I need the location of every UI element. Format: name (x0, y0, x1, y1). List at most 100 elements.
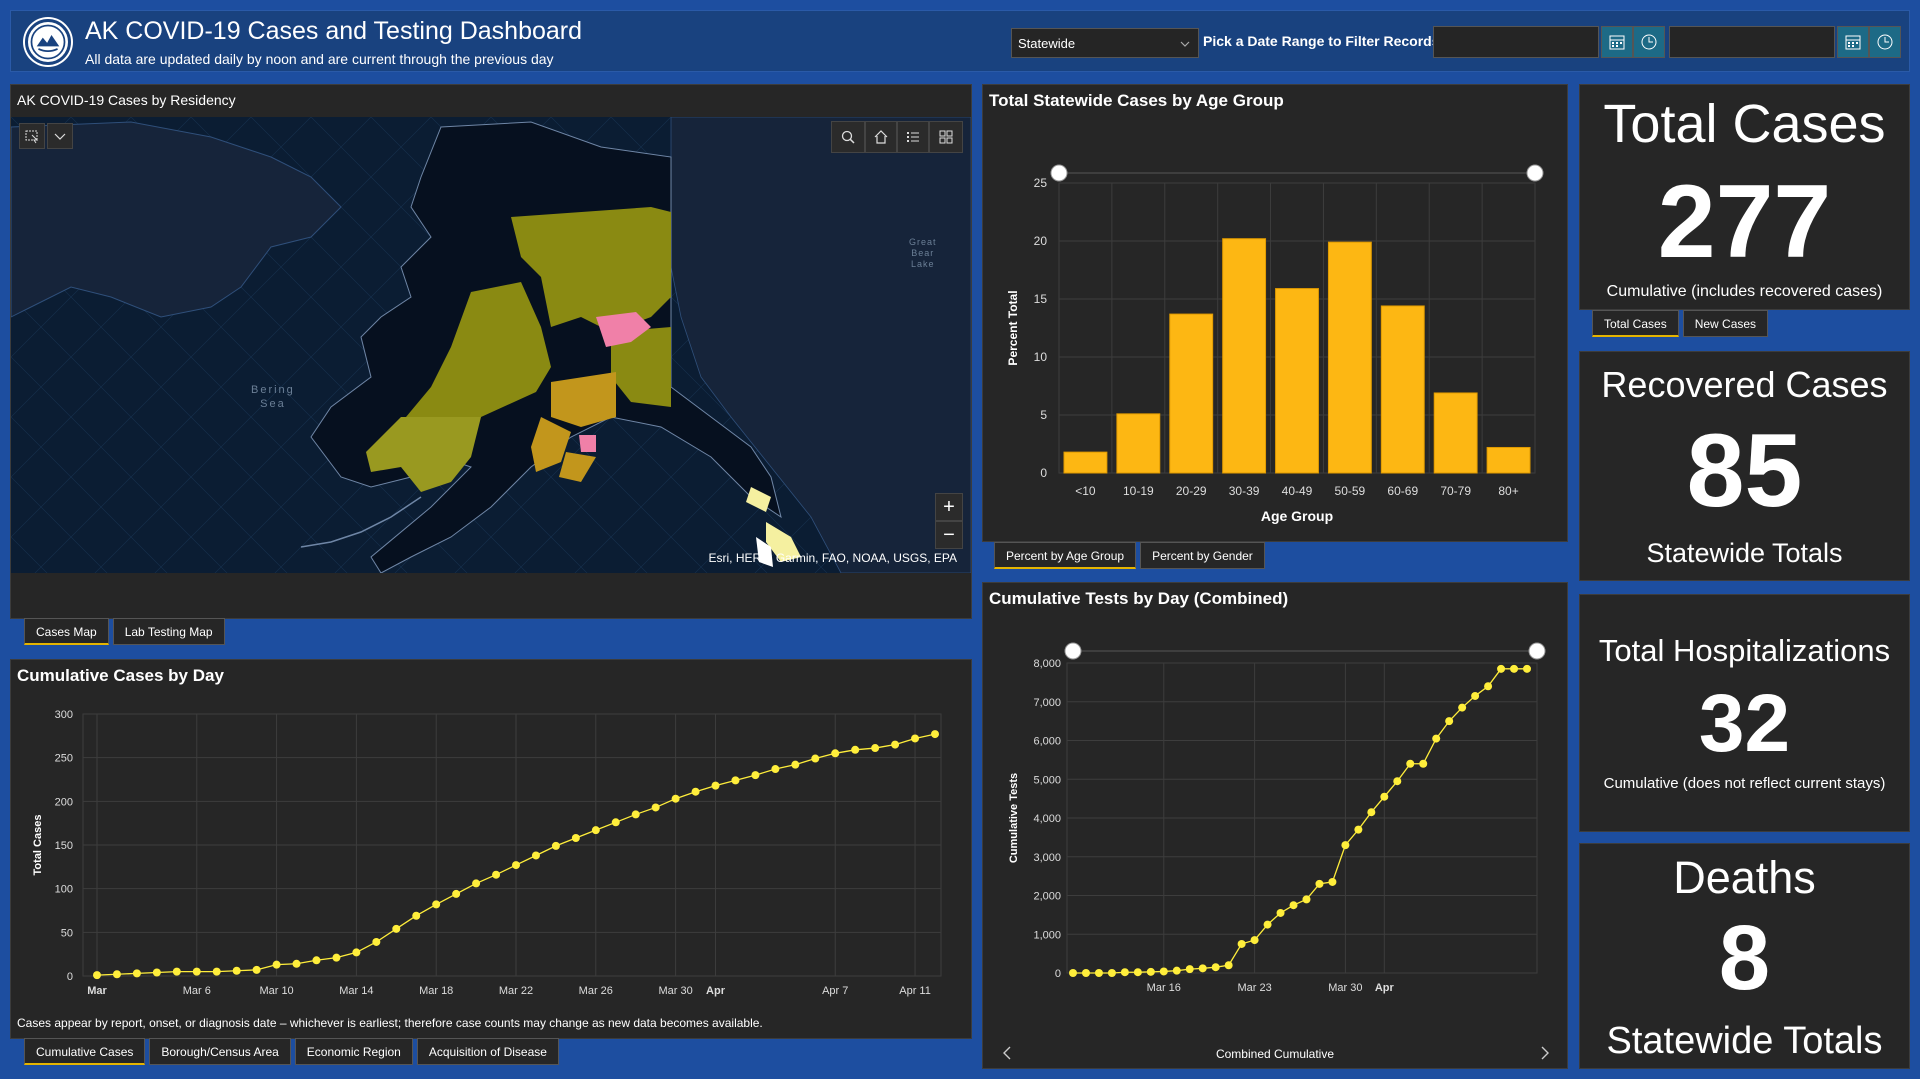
data-point (1185, 965, 1194, 974)
map-layer-select-button[interactable] (19, 123, 45, 149)
data-point (1432, 734, 1441, 743)
deaths-title: Deaths (1673, 852, 1816, 903)
map-layer-dropdown-button[interactable] (47, 123, 73, 149)
data-point (591, 826, 600, 835)
tab-total-cases[interactable]: Total Cases (1592, 310, 1679, 337)
bar (1433, 392, 1478, 474)
x-tick-label: <10 (1075, 484, 1096, 498)
tab-acquisition-of-disease[interactable]: Acquisition of Disease (416, 1038, 559, 1065)
tab-cumulative-cases[interactable]: Cumulative Cases (24, 1038, 146, 1065)
data-point (93, 971, 101, 980)
zoom-out-button[interactable]: − (935, 521, 963, 549)
tab-percent-by-gender[interactable]: Percent by Gender (1140, 542, 1265, 569)
bar (1486, 446, 1531, 474)
map-label-bear-line-3: Lake (910, 259, 935, 269)
data-point (1328, 877, 1337, 886)
y-tick-label: 7,000 (1033, 697, 1061, 709)
x-tick-label: Apr (706, 985, 726, 997)
chevron-down-icon (1180, 41, 1190, 47)
data-point (911, 734, 920, 743)
tab-cases-map[interactable]: Cases Map (24, 618, 109, 645)
y-tick-label: 20 (1034, 234, 1048, 248)
data-point (1497, 664, 1506, 673)
tab-new-cases[interactable]: New Cases (1682, 310, 1769, 337)
y-tick-label: 8,000 (1033, 658, 1061, 670)
x-tick-label: 80+ (1498, 484, 1518, 498)
cumulative-tests-chart: 0 1,000 2,000 3,000 4,000 5,000 6,000 7,000 8,00… (1008, 642, 1546, 994)
data-point (1458, 703, 1467, 712)
data-point (691, 787, 700, 796)
x-tick-label: Mar 23 (1237, 982, 1271, 994)
basemap-gallery-icon (939, 130, 953, 144)
data-point (1341, 841, 1350, 850)
map-legend-button[interactable] (897, 121, 929, 153)
aleutian-islands (300, 496, 422, 548)
y-tick-label: 5 (1040, 408, 1047, 422)
end-time-button[interactable] (1869, 26, 1901, 58)
map-basemap-button[interactable] (929, 121, 963, 153)
x-tick-label: 10-19 (1123, 484, 1154, 498)
data-point (1069, 969, 1077, 977)
bar (1063, 451, 1108, 474)
map-home-button[interactable] (865, 121, 897, 153)
calendar-icon (1845, 35, 1861, 50)
y-tick-label: 0 (1055, 968, 1061, 980)
y-tick-label: 25 (1034, 176, 1048, 190)
x-tick-label: 70-79 (1440, 484, 1471, 498)
data-point (1237, 939, 1246, 948)
data-point (1445, 717, 1454, 726)
map-search-button[interactable] (831, 121, 865, 153)
end-calendar-button[interactable] (1837, 26, 1869, 58)
range-slider-handle-left (1050, 164, 1068, 182)
tab-borough-census-area[interactable]: Borough/Census Area (149, 1038, 291, 1065)
data-point (312, 956, 321, 965)
region-dropdown[interactable]: Statewide (1011, 28, 1199, 58)
map-label-bering-line-2: Sea (260, 398, 286, 410)
y-tick-label: 0 (67, 971, 73, 983)
data-point (731, 776, 740, 785)
chevron-left-icon[interactable] (1001, 1045, 1013, 1061)
state-seal-logo (25, 19, 71, 65)
start-calendar-button[interactable] (1601, 26, 1633, 58)
data-point (771, 765, 780, 774)
deaths-card: Deaths 8 Statewide Totals (1579, 843, 1910, 1069)
tab-economic-region[interactable]: Economic Region (294, 1038, 413, 1065)
cases-map[interactable]: Bering Sea Great Bear Lake + − Esri, HER… (11, 117, 971, 573)
data-point (1315, 879, 1324, 888)
region-northwest (511, 207, 671, 332)
data-point (372, 937, 381, 946)
bar (1116, 413, 1161, 474)
region-matsu (551, 372, 616, 427)
start-date-input[interactable] (1433, 26, 1599, 58)
map-label-great-bear-lake: Great Bear Lake (909, 237, 937, 270)
start-time-button[interactable] (1633, 26, 1665, 58)
tab-percent-by-age-group[interactable]: Percent by Age Group (994, 542, 1137, 569)
y-axis-label: Percent Total (1006, 290, 1020, 365)
bar (1380, 305, 1425, 474)
x-tick-label: 40-49 (1282, 484, 1313, 498)
range-slider-handle-right (1526, 164, 1544, 182)
y-tick-label: 15 (1034, 292, 1048, 306)
data-point (531, 851, 540, 860)
data-point (1484, 682, 1493, 691)
y-tick-label: 1,000 (1033, 929, 1061, 941)
data-point (1094, 969, 1103, 977)
chevron-right-icon[interactable] (1539, 1045, 1551, 1061)
data-point (512, 861, 520, 870)
y-tick-label: 250 (55, 753, 73, 765)
zoom-in-button[interactable]: + (935, 493, 963, 521)
region-southwest (366, 417, 481, 492)
bar (1327, 241, 1372, 474)
data-point (551, 841, 560, 850)
age-group-chart: 0 5 10 15 20 25 <10 10-19 20-29 30-39 40-49 50-59 60… (1006, 164, 1544, 524)
tab-lab-testing-map[interactable]: Lab Testing Map (112, 618, 225, 645)
data-point (811, 754, 820, 763)
region-southeast-2 (766, 522, 801, 562)
data-point (432, 900, 441, 909)
data-point (1471, 691, 1480, 700)
end-date-input[interactable] (1669, 26, 1835, 58)
data-point (352, 948, 361, 957)
cases-footnote: Cases appear by report, onset, or diagno… (17, 1016, 763, 1030)
data-point (1107, 969, 1116, 977)
data-point (871, 744, 880, 753)
